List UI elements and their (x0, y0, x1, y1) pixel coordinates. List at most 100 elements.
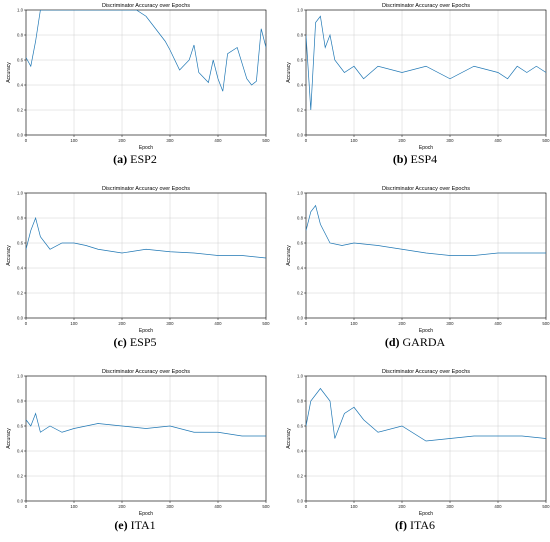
caption-name: ITA1 (130, 518, 156, 532)
y-tick-label: 0.0 (17, 499, 24, 504)
panel-caption: (b) ESP4 (280, 152, 550, 167)
x-tick-label: 100 (350, 321, 358, 326)
plot-frame (305, 375, 547, 502)
x-tick-label: 100 (70, 138, 78, 143)
y-tick-label: 0.6 (297, 424, 304, 429)
y-tick-label: 0.4 (297, 266, 304, 271)
chart-title: Discriminator Accuracy over Epochs (382, 186, 470, 192)
x-axis-label: Epoch (139, 511, 153, 517)
x-tick-label: 500 (262, 504, 270, 509)
accuracy-series-line (306, 204, 546, 256)
x-tick-label: 200 (118, 321, 126, 326)
x-axis-label: Epoch (139, 145, 153, 151)
x-axis-label: Epoch (419, 145, 433, 151)
y-axis-label: Accuracy (286, 428, 292, 449)
caption-name: ESP5 (129, 335, 157, 349)
x-tick-label: 400 (494, 504, 502, 509)
chart-title: Discriminator Accuracy over Epochs (382, 3, 470, 9)
x-axis-label: Epoch (139, 328, 153, 334)
y-tick-label: 1.0 (17, 8, 24, 13)
y-tick-label: 0.0 (17, 133, 24, 138)
accuracy-series-line (26, 216, 266, 259)
plot-frame (305, 192, 547, 319)
accuracy-series-line (26, 412, 266, 437)
y-axis-label: Accuracy (286, 245, 292, 266)
y-tick-label: 0.2 (17, 108, 24, 113)
plot-frame (305, 9, 547, 136)
chart-title: Discriminator Accuracy over Epochs (102, 369, 190, 375)
y-tick-label: 1.0 (297, 374, 304, 379)
x-tick-label: 300 (166, 138, 174, 143)
chart-svg: 0 100 200 300 400 500 0.0 0.2 0.4 0.6 0.8 1.0 Discri… (6, 369, 270, 517)
y-tick-label: 0.6 (297, 58, 304, 63)
caption-letter: (e) (114, 518, 128, 532)
x-tick-label: 200 (398, 321, 406, 326)
accuracy-series-line (26, 10, 266, 92)
y-tick-label: 0.8 (297, 399, 304, 404)
x-tick-label: 300 (446, 504, 454, 509)
panel-caption: (f) ITA6 (280, 518, 550, 533)
plot-frame (25, 192, 267, 319)
chart-panel-a: 0 100 200 300 400 500 0.0 0.2 0.4 0.6 0.8 1.0 Discri… (0, 0, 270, 172)
x-tick-label: 0 (305, 504, 308, 509)
x-tick-label: 0 (305, 138, 308, 143)
x-tick-label: 100 (350, 504, 358, 509)
y-tick-label: 0.4 (17, 266, 24, 271)
y-tick-label: 0.6 (297, 241, 304, 246)
y-tick-label: 0.0 (297, 499, 304, 504)
y-tick-label: 0.8 (297, 216, 304, 221)
x-tick-label: 200 (398, 504, 406, 509)
plot-frame (25, 375, 267, 502)
chart-svg: 0 100 200 300 400 500 0.0 0.2 0.4 0.6 0.8 1.0 Discri… (6, 186, 270, 334)
caption-letter: (b) (392, 152, 408, 166)
x-tick-label: 500 (542, 504, 550, 509)
y-tick-label: 0.2 (17, 474, 24, 479)
caption-letter: (d) (384, 335, 400, 349)
chart-title: Discriminator Accuracy over Epochs (382, 369, 470, 375)
x-tick-label: 500 (542, 138, 550, 143)
chart-panel-c: 0 100 200 300 400 500 0.0 0.2 0.4 0.6 0.8 1.0 Discri… (0, 183, 270, 355)
chart-panel-f: 0 100 200 300 400 500 0.0 0.2 0.4 0.6 0.8 1.0 Discri… (280, 366, 550, 538)
x-tick-label: 300 (166, 321, 174, 326)
x-tick-label: 300 (446, 321, 454, 326)
x-axis-label: Epoch (419, 328, 433, 334)
chart-title: Discriminator Accuracy over Epochs (102, 3, 190, 9)
y-tick-label: 1.0 (297, 8, 304, 13)
caption-letter: (f) (394, 518, 407, 532)
caption-name: GARDA (402, 335, 446, 349)
panel-caption: (e) ITA1 (0, 518, 270, 533)
y-tick-label: 1.0 (297, 191, 304, 196)
caption-letter: (a) (113, 152, 128, 166)
x-tick-label: 400 (494, 321, 502, 326)
chart-panel-e: 0 100 200 300 400 500 0.0 0.2 0.4 0.6 0.8 1.0 Discri… (0, 366, 270, 538)
caption-letter: (c) (113, 335, 127, 349)
x-tick-label: 400 (494, 138, 502, 143)
y-tick-label: 0.0 (297, 316, 304, 321)
chart-svg: 0 100 200 300 400 500 0.0 0.2 0.4 0.6 0.8 1.0 Discri… (6, 3, 270, 151)
x-tick-label: 0 (25, 504, 28, 509)
chart-svg: 0 100 200 300 400 500 0.0 0.2 0.4 0.6 0.8 1.0 Discri… (286, 186, 550, 334)
y-tick-label: 0.6 (17, 58, 24, 63)
x-tick-label: 400 (214, 504, 222, 509)
y-tick-label: 0.4 (17, 449, 24, 454)
y-axis-label: Accuracy (6, 62, 12, 83)
y-tick-label: 0.2 (17, 291, 24, 296)
panel-caption: (d) GARDA (280, 335, 550, 350)
y-axis-label: Accuracy (6, 428, 12, 449)
y-tick-label: 0.4 (17, 83, 24, 88)
x-tick-label: 300 (166, 504, 174, 509)
y-tick-label: 0.0 (297, 133, 304, 138)
x-tick-label: 100 (70, 321, 78, 326)
panel-caption: (c) ESP5 (0, 335, 270, 350)
plot-frame (25, 9, 267, 136)
x-tick-label: 100 (70, 504, 78, 509)
y-axis-label: Accuracy (286, 62, 292, 83)
x-tick-label: 300 (446, 138, 454, 143)
x-tick-label: 200 (118, 138, 126, 143)
y-tick-label: 1.0 (17, 191, 24, 196)
x-tick-label: 500 (262, 321, 270, 326)
accuracy-series-line (306, 15, 546, 111)
x-tick-label: 200 (118, 504, 126, 509)
caption-name: ESP2 (130, 152, 157, 166)
y-tick-label: 0.8 (17, 216, 24, 221)
